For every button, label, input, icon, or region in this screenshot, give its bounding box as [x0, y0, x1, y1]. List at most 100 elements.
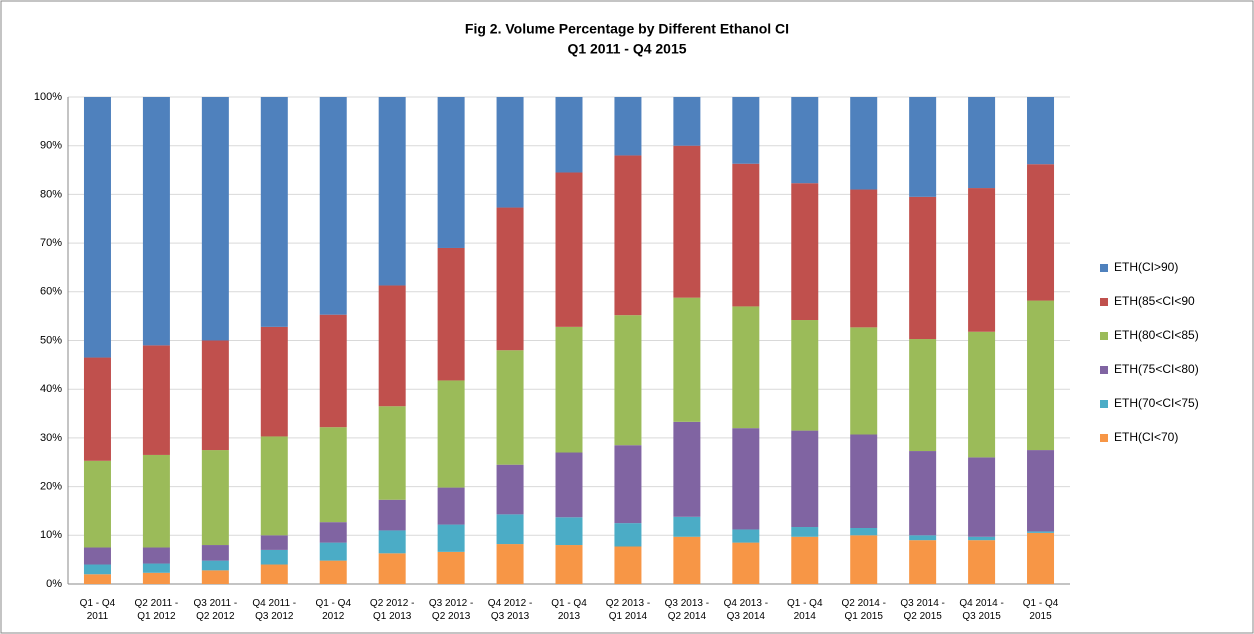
bar-segment	[378, 406, 406, 500]
bar-segment	[437, 380, 465, 488]
bar-segment	[1027, 450, 1055, 532]
y-tick-label: 10%	[40, 529, 62, 541]
bar-segment	[319, 314, 347, 428]
x-tick-label: Q4 2011 - Q3 2012	[252, 598, 297, 622]
bar-segment	[791, 97, 819, 184]
bar-segment	[850, 434, 878, 528]
bar-segment	[614, 546, 642, 584]
bar-segment	[83, 574, 111, 584]
x-tick-label: Q3 2013 - Q2 2014	[664, 598, 710, 622]
x-tick-label: Q4 2013 - Q3 2014	[723, 598, 769, 622]
bar-segment	[201, 560, 229, 571]
bar-segment	[319, 522, 347, 543]
bar-segment	[437, 97, 465, 248]
bar-segment	[83, 97, 111, 358]
bar-segment	[1027, 164, 1055, 301]
y-tick-label: 100%	[34, 91, 62, 103]
bar-segment	[496, 544, 524, 584]
bar-segment	[732, 306, 760, 429]
bar-segment	[142, 97, 170, 346]
bar-segment	[850, 527, 878, 536]
x-tick-label: Q1 - Q4 2013	[551, 598, 587, 622]
bar-segment	[909, 540, 937, 584]
bar-segment	[260, 549, 288, 565]
bar-segment	[378, 97, 406, 286]
bar-segment	[791, 527, 819, 537]
bar-segment	[968, 331, 996, 458]
bar-segment	[201, 450, 229, 546]
bar-segment	[732, 97, 760, 164]
bar-segment	[555, 326, 583, 453]
bar-segment	[437, 551, 465, 584]
bar-segment	[142, 563, 170, 573]
bar-segment	[732, 163, 760, 307]
bar-segment	[201, 340, 229, 451]
bar-segment	[850, 535, 878, 584]
bar-segment	[968, 97, 996, 189]
legend-swatch	[1100, 298, 1108, 306]
bar-segment	[496, 350, 524, 465]
bar-segment	[1027, 531, 1055, 533]
bar-segment	[968, 540, 996, 584]
bar-segment	[614, 523, 642, 547]
legend-swatch	[1100, 264, 1108, 272]
x-tick-label: Q1 - Q4 2011	[79, 598, 116, 622]
y-tick-label: 60%	[40, 286, 62, 298]
bar-segment	[496, 207, 524, 351]
bar-segment	[555, 452, 583, 518]
bar-segment	[555, 545, 583, 584]
x-tick-label: Q3 2011 - Q2 2012	[193, 598, 238, 622]
legend-label: ETH(75<CI<80)	[1114, 362, 1199, 376]
bar-segment	[968, 536, 996, 541]
x-tick-label: Q2 2013 - Q1 2014	[605, 598, 651, 622]
bar-segment	[496, 464, 524, 515]
x-tick-label: Q2 2012 - Q1 2013	[369, 598, 415, 622]
bar-segment	[142, 572, 170, 584]
bar-segment	[673, 97, 701, 146]
bar-segment	[614, 445, 642, 524]
bar-segment	[201, 570, 229, 584]
x-tick-label: Q3 2012 - Q2 2013	[428, 598, 474, 622]
y-tick-label: 80%	[40, 188, 62, 200]
bar-segment	[378, 530, 406, 554]
bar-segment	[496, 514, 524, 545]
bar-segment	[673, 536, 701, 584]
bar-segment	[673, 516, 701, 537]
bar-segment	[83, 564, 111, 575]
bar-segment	[614, 315, 642, 446]
x-tick-label: Q2 2011 - Q1 2012	[134, 598, 179, 622]
legend-swatch	[1100, 332, 1108, 340]
x-tick-label: Q1 - Q4 2012	[315, 598, 352, 622]
legend-swatch	[1100, 366, 1108, 374]
x-tick-label: Q4 2012 - Q3 2013	[487, 598, 533, 622]
legend-label: ETH(70<CI<75)	[1114, 396, 1199, 410]
bar-segment	[201, 97, 229, 341]
bar-segment	[555, 517, 583, 546]
bar-segment	[83, 547, 111, 565]
bar-segment	[1027, 97, 1055, 165]
bar-segment	[83, 357, 111, 461]
bar-segment	[260, 535, 288, 550]
bar-segment	[791, 183, 819, 321]
bar-segment	[496, 97, 524, 208]
bar-segment	[909, 97, 937, 197]
bar-segment	[673, 145, 701, 298]
bar-segment	[142, 547, 170, 564]
bar-segment	[909, 535, 937, 541]
bar-segment	[791, 536, 819, 584]
bar-segment	[260, 97, 288, 327]
y-tick-label: 30%	[40, 432, 62, 444]
chart-subtitle: Q1 2011 - Q4 2015	[567, 41, 686, 57]
bar-segment	[968, 457, 996, 537]
bar-segment	[909, 339, 937, 452]
legend-label: ETH(80<CI<85)	[1114, 328, 1199, 342]
bar-segment	[968, 188, 996, 332]
legend-label: ETH(CI>90)	[1114, 260, 1178, 274]
bar-segment	[437, 247, 465, 381]
bar-segment	[378, 553, 406, 584]
bar-segment	[909, 196, 937, 340]
chart-title: Fig 2. Volume Percentage by Different Et…	[465, 21, 789, 37]
bar-segment	[614, 155, 642, 316]
bar-segment	[673, 421, 701, 517]
